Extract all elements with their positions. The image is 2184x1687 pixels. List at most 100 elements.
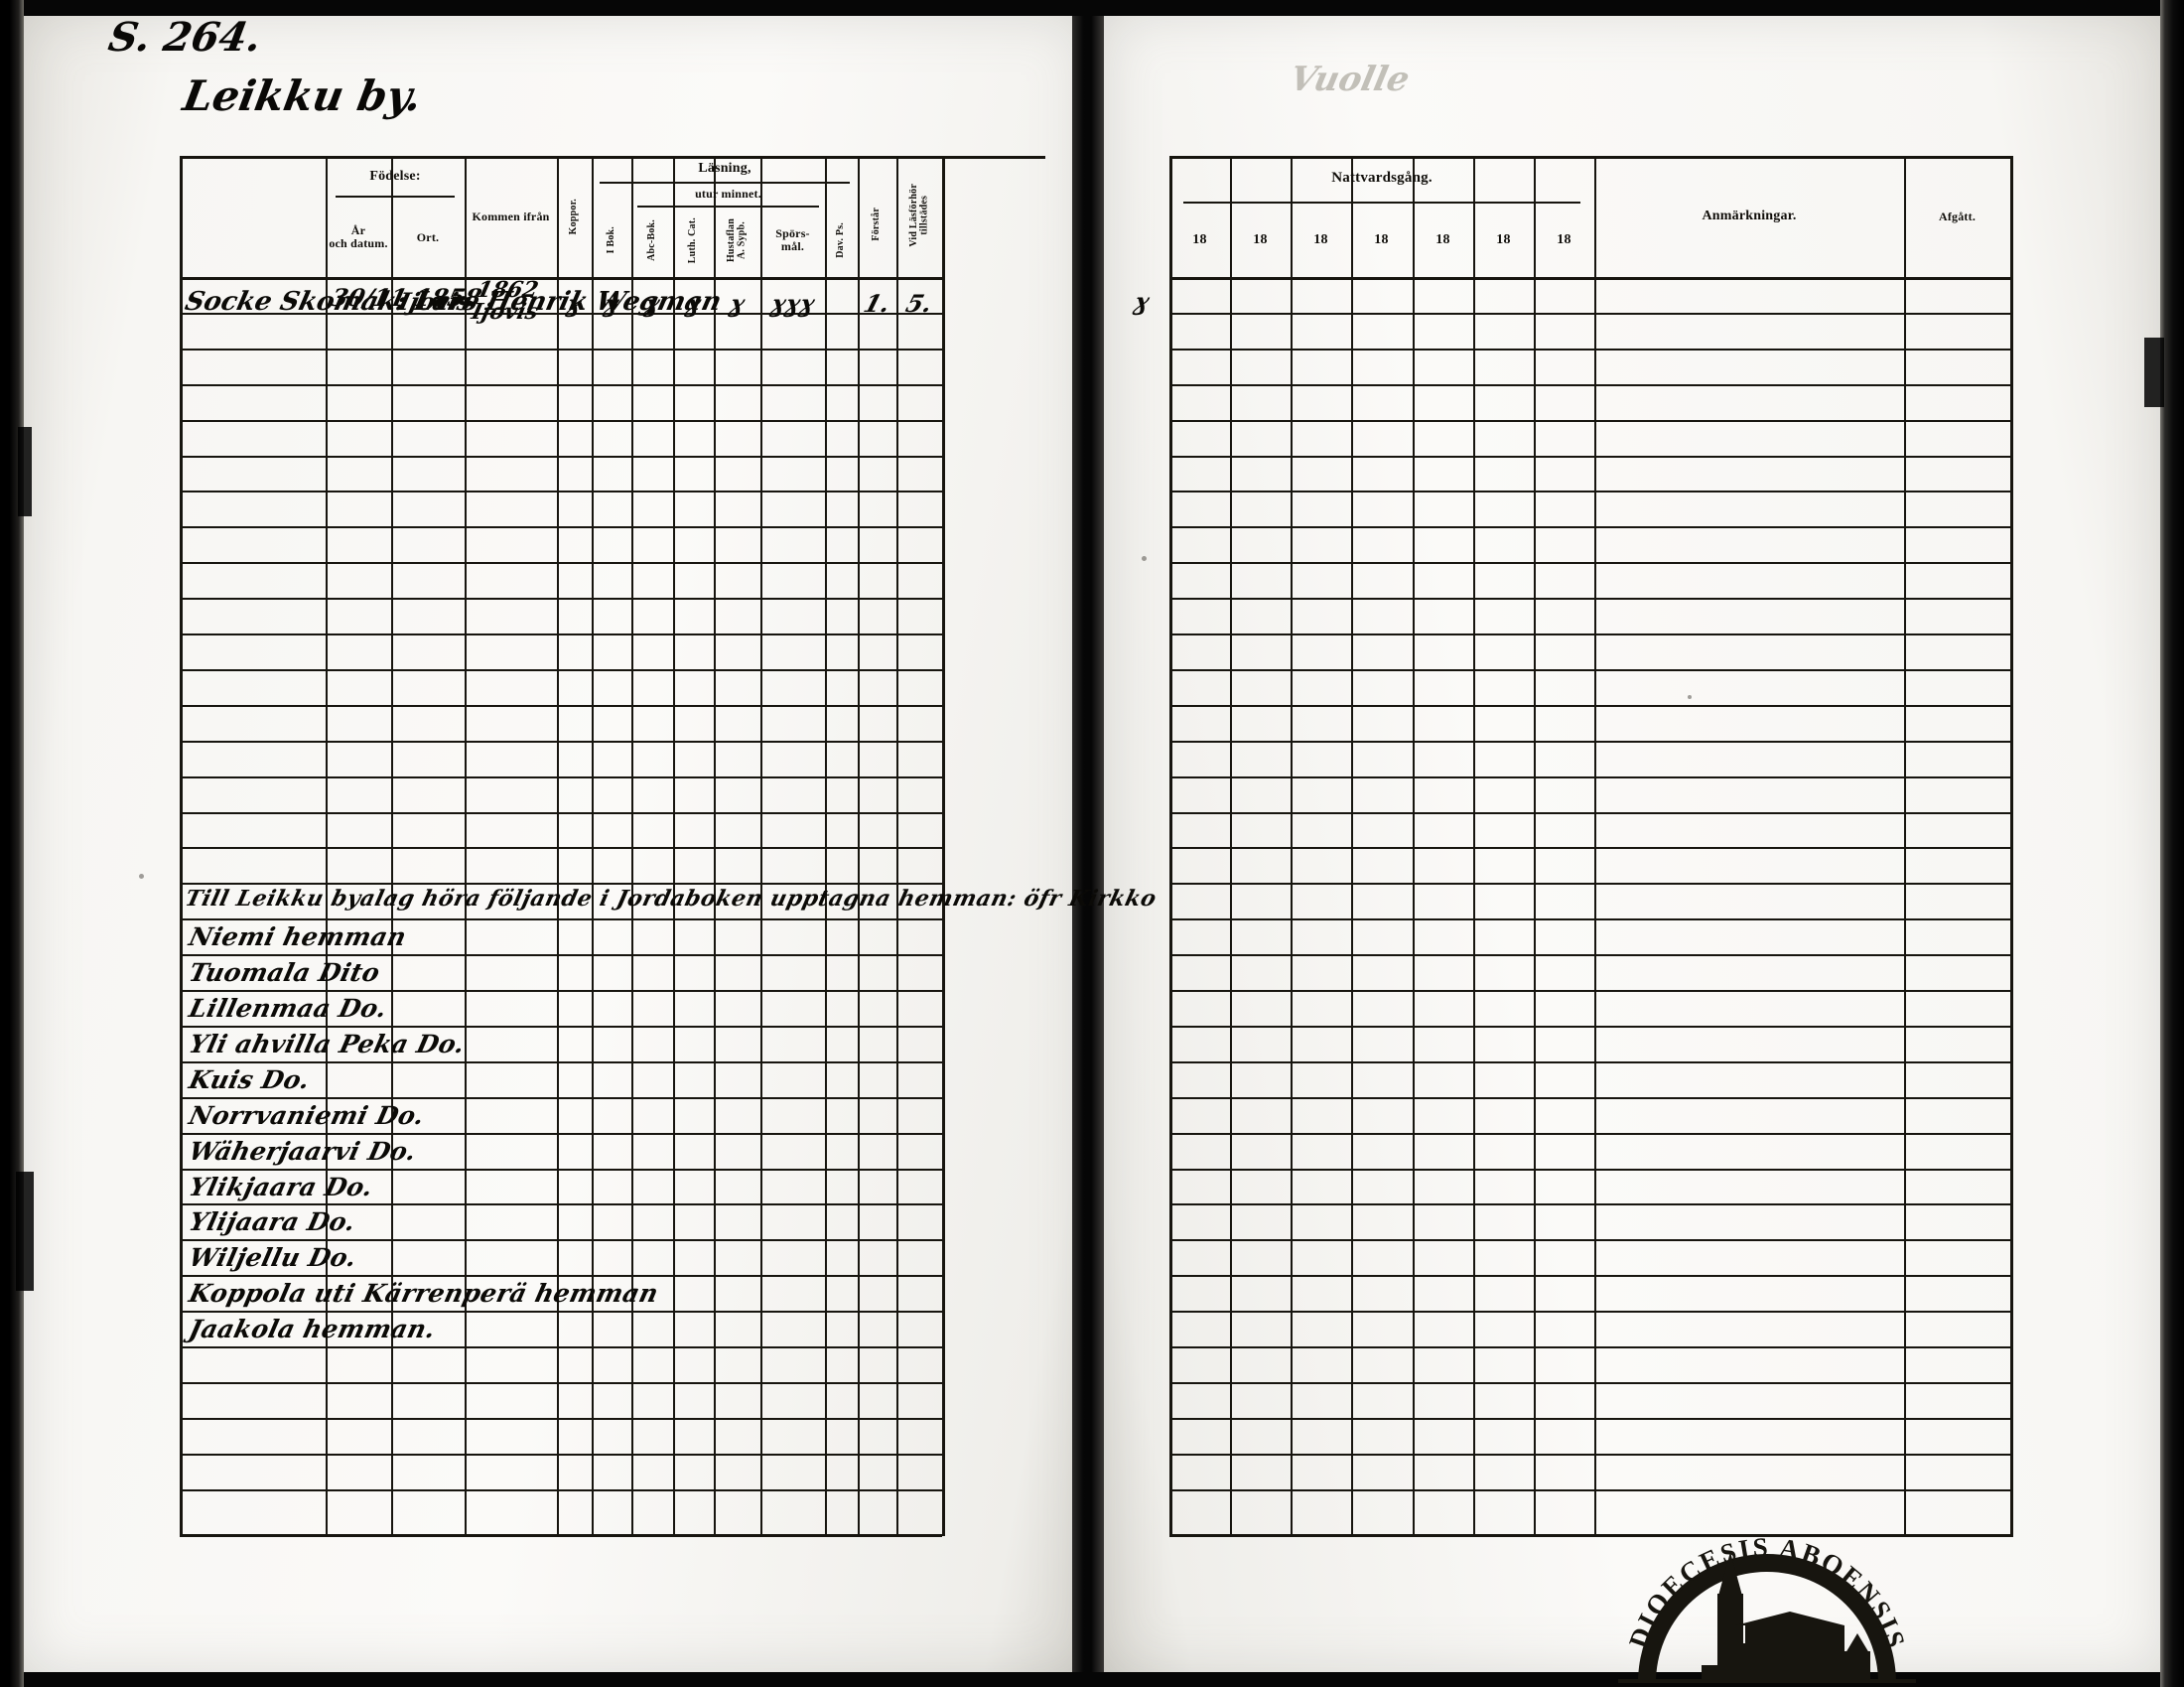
table-row-rule [180,312,942,315]
entry-communion-mark: ɣ [1130,287,1154,316]
header-nattvardsgang-group-text: Nattvardsgång. [1331,170,1433,187]
header-dav-ps-text: Dav. Ps. [835,222,847,258]
col-rule-birth-year [326,156,328,1536]
col-rule-communion-year [1473,156,1475,1536]
header-lasning-group-text: Läsning, [698,160,751,176]
col-rule-came-from [465,156,467,1536]
table-row-rule [180,1346,942,1348]
table-left-border [1169,156,1172,1536]
table-row-rule [1169,1239,2013,1242]
table-top-border [180,156,1045,159]
header-anmarkningar: Anmärkningar. [1594,156,1904,277]
table-row-rule [1169,1096,2013,1099]
scan-scuff [16,1172,34,1291]
header-birth-year-text: År och datum. [329,223,388,250]
table-row-rule [180,668,942,671]
scan-edge-right [2160,0,2184,1687]
table-row-rule [1169,633,2013,635]
col-rule-remarks [1594,156,1596,1536]
header-nattvardsgang-underline [1183,202,1580,204]
header-bottom-border [1169,277,2013,280]
table-bottom-border [1169,1534,2013,1537]
folio-number: S. 264. [104,14,265,61]
table-row-rule [1169,348,2013,351]
footnote-farm-handwriting: Ylijaara Do. [186,1207,358,1237]
scan-scuff [2144,338,2164,407]
table-row-rule [180,704,942,707]
book-gutter [1072,0,1104,1687]
table-row-rule [1169,1275,2013,1278]
header-abc-bok-text: Abc-Bok. [645,219,657,261]
left-page [20,10,1092,1677]
header-communion-year-2-text: 18 [1253,231,1268,247]
entry-sporsmal-mark: ɣɣɣ [766,289,819,318]
header-afgatt-text: Afgått. [1938,209,1977,223]
table-row-rule [180,1275,942,1278]
bleed-through-text: Vuolle [1286,60,1414,99]
table-row-rule [180,1168,942,1171]
col-rule-luth-cat [673,156,675,1536]
table-row-rule [180,1488,942,1491]
paper-speck [139,874,144,879]
header-i-bok-text: I Bok. [605,226,616,254]
table-row-rule [1169,883,2013,886]
header-luth-cat: Luth. Cat. [673,208,714,273]
col-rule-communion-year [1230,156,1232,1536]
table-row-rule [1169,740,2013,743]
table-bottom-border [180,1534,942,1537]
table-row-rule [180,491,942,493]
header-koppor: Koppor. [557,156,592,277]
header-utur-minnet-text: utur minnet. [695,186,761,201]
table-row-rule [180,348,942,351]
table-row-rule [1169,704,2013,707]
header-forstar: Förstår [858,176,896,273]
table-row-rule [1169,990,2013,992]
table-row-rule [1169,1488,2013,1491]
table-row-rule [180,1239,942,1242]
header-utur-minnet-underline [637,206,819,208]
table-row-rule [1169,455,2013,458]
footnote-farm-handwriting: Niemi hemman [186,922,410,952]
header-fodelse-group: Födelse: [326,162,465,192]
table-row-rule [180,1381,942,1384]
table-right-border [2010,156,2013,1536]
table-row-rule [180,1025,942,1028]
scan-edge-top [0,0,2184,16]
table-right-border [942,156,945,1536]
header-dav-ps: Dav. Ps. [825,208,858,273]
table-row-rule [1169,811,2013,814]
col-rule-i-bok [592,156,594,1536]
header-communion-year-7-text: 18 [1557,231,1571,247]
footnote-farm-handwriting: Wäherjaarvi Do. [186,1136,420,1166]
paper-speck [1142,556,1147,561]
header-communion-year-3: 18 [1291,208,1351,273]
table-row-rule [1169,954,2013,957]
header-anmarkningar-text: Anmärkningar. [1702,208,1797,223]
table-row-rule [1169,1168,2013,1171]
header-communion-year-2: 18 [1230,208,1291,273]
table-row-rule [1169,1381,2013,1384]
diocese-seal: DIOECESIS ABOENSIS [1618,1534,1916,1683]
footnote-farm-handwriting: Ylikjaara Do. [186,1172,376,1201]
header-communion-year-7: 18 [1534,208,1594,273]
footnote-farm-handwriting: Jaakola hemman. [186,1315,439,1344]
footnote-farm-handwriting: Norrvaniemi Do. [186,1100,428,1130]
scan-scuff [18,427,32,516]
col-rule-communion-year [1291,156,1293,1536]
header-birth-year: År och datum. [326,202,391,273]
col-rule-birth-place [391,156,393,1536]
col-rule-abc-bok [631,156,633,1536]
table-row-rule [1169,491,2013,493]
header-birth-place-text: Ort. [416,229,440,244]
table-row-rule [180,740,942,743]
table-left-border [180,156,183,1536]
table-row-rule [180,1453,942,1456]
right-page [1100,8,2168,1679]
right-register-table: Nattvardsgång. 18 18 18 18 18 18 18 Anmärkningar… [1131,156,2013,1537]
header-fodelse-group-text: Födelse: [369,168,421,184]
table-row-rule [180,811,942,814]
header-lasning-group: Läsning, [592,158,858,180]
table-row-rule [180,598,942,601]
header-communion-year-4: 18 [1351,208,1412,273]
